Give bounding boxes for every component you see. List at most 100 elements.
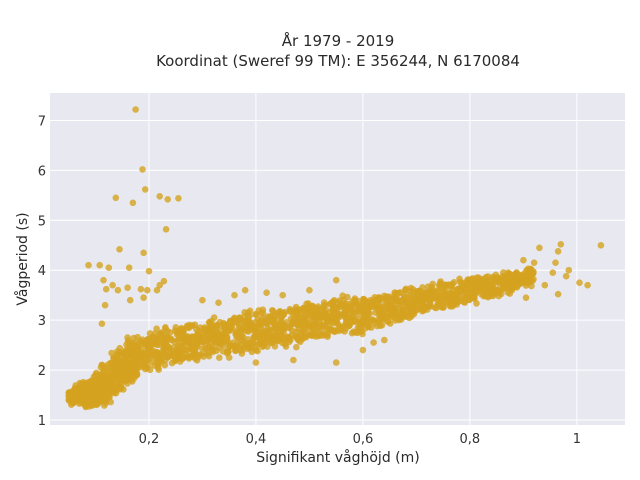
data-point bbox=[375, 318, 382, 326]
data-point bbox=[133, 371, 141, 379]
data-point bbox=[124, 334, 131, 341]
data-point bbox=[265, 319, 273, 326]
data-point bbox=[375, 307, 382, 315]
data-point bbox=[331, 328, 339, 336]
data-point bbox=[137, 353, 144, 361]
y-tick-label: 2 bbox=[38, 364, 46, 379]
y-axis-label: Vågperiod (s) bbox=[14, 212, 31, 305]
x-tick-label: 1 bbox=[573, 432, 581, 447]
data-point bbox=[359, 330, 366, 338]
data-point bbox=[264, 343, 271, 350]
data-point bbox=[145, 267, 153, 275]
x-axis-label: Signifikant våghöjd (m) bbox=[256, 449, 419, 466]
data-point bbox=[424, 283, 432, 291]
data-point bbox=[237, 347, 244, 355]
data-point bbox=[338, 324, 346, 332]
data-point bbox=[446, 281, 454, 289]
data-point bbox=[146, 345, 154, 353]
data-point bbox=[381, 336, 388, 344]
data-point bbox=[156, 193, 163, 200]
data-point bbox=[223, 335, 231, 342]
data-point bbox=[510, 276, 517, 284]
data-point bbox=[149, 358, 156, 365]
data-point bbox=[103, 364, 110, 371]
data-point bbox=[167, 335, 175, 343]
data-point bbox=[252, 359, 260, 366]
data-point bbox=[236, 315, 244, 322]
data-point bbox=[522, 294, 530, 302]
data-point bbox=[68, 401, 75, 409]
grid-lines bbox=[50, 93, 625, 425]
chart-title-line2: Koordinat (Sweref 99 TM): E 356244, N 61… bbox=[156, 52, 520, 70]
data-point bbox=[114, 286, 122, 294]
data-point bbox=[189, 353, 196, 360]
data-point bbox=[470, 282, 477, 290]
data-point bbox=[179, 353, 187, 361]
data-point bbox=[124, 376, 132, 383]
data-point bbox=[549, 269, 557, 277]
data-point bbox=[100, 276, 107, 284]
data-point bbox=[116, 246, 123, 253]
data-point bbox=[191, 321, 199, 329]
data-point bbox=[437, 293, 445, 300]
data-point bbox=[296, 306, 303, 314]
data-point bbox=[210, 314, 218, 321]
data-point bbox=[189, 341, 197, 348]
data-point bbox=[323, 326, 331, 333]
data-point bbox=[151, 330, 159, 337]
data-point bbox=[237, 325, 245, 333]
data-point bbox=[216, 354, 223, 362]
data-point bbox=[92, 372, 99, 379]
data-point bbox=[244, 327, 251, 334]
data-point bbox=[502, 274, 509, 282]
data-point bbox=[162, 325, 169, 332]
data-point bbox=[225, 348, 232, 355]
data-point bbox=[179, 326, 187, 333]
data-point bbox=[71, 384, 79, 392]
data-point bbox=[425, 294, 433, 301]
data-point bbox=[277, 323, 284, 331]
data-point bbox=[295, 313, 303, 320]
data-point bbox=[160, 343, 168, 351]
y-tick-label: 3 bbox=[38, 314, 46, 329]
data-point bbox=[82, 382, 89, 390]
data-point bbox=[259, 309, 267, 317]
data-point bbox=[85, 261, 92, 269]
data-point bbox=[342, 300, 350, 307]
y-tick-label: 6 bbox=[38, 164, 46, 179]
data-point bbox=[554, 290, 562, 298]
data-point bbox=[140, 249, 147, 257]
data-point bbox=[212, 322, 220, 330]
data-point bbox=[132, 106, 139, 113]
y-tick-label: 4 bbox=[38, 264, 46, 279]
data-point bbox=[105, 264, 113, 272]
data-point bbox=[162, 226, 170, 233]
data-point bbox=[156, 281, 163, 289]
y-tick-label: 5 bbox=[38, 214, 46, 229]
data-point bbox=[188, 333, 196, 340]
data-point bbox=[101, 301, 109, 309]
data-point bbox=[157, 332, 165, 339]
data-point bbox=[300, 322, 308, 330]
data-point bbox=[244, 336, 252, 343]
data-point bbox=[457, 288, 465, 296]
data-point bbox=[105, 393, 113, 400]
data-point bbox=[397, 289, 404, 296]
data-point bbox=[113, 352, 121, 359]
data-point bbox=[456, 297, 464, 304]
data-point bbox=[139, 166, 146, 173]
data-point bbox=[263, 289, 270, 297]
data-point bbox=[344, 293, 351, 301]
data-point bbox=[215, 299, 222, 307]
data-point bbox=[293, 343, 300, 351]
data-point bbox=[341, 310, 349, 318]
data-point bbox=[352, 329, 359, 336]
data-point bbox=[103, 386, 111, 394]
data-point bbox=[360, 313, 367, 320]
data-point bbox=[565, 266, 573, 274]
data-point bbox=[408, 308, 416, 315]
data-point bbox=[246, 307, 254, 315]
data-point bbox=[199, 296, 206, 304]
data-point bbox=[483, 292, 490, 300]
